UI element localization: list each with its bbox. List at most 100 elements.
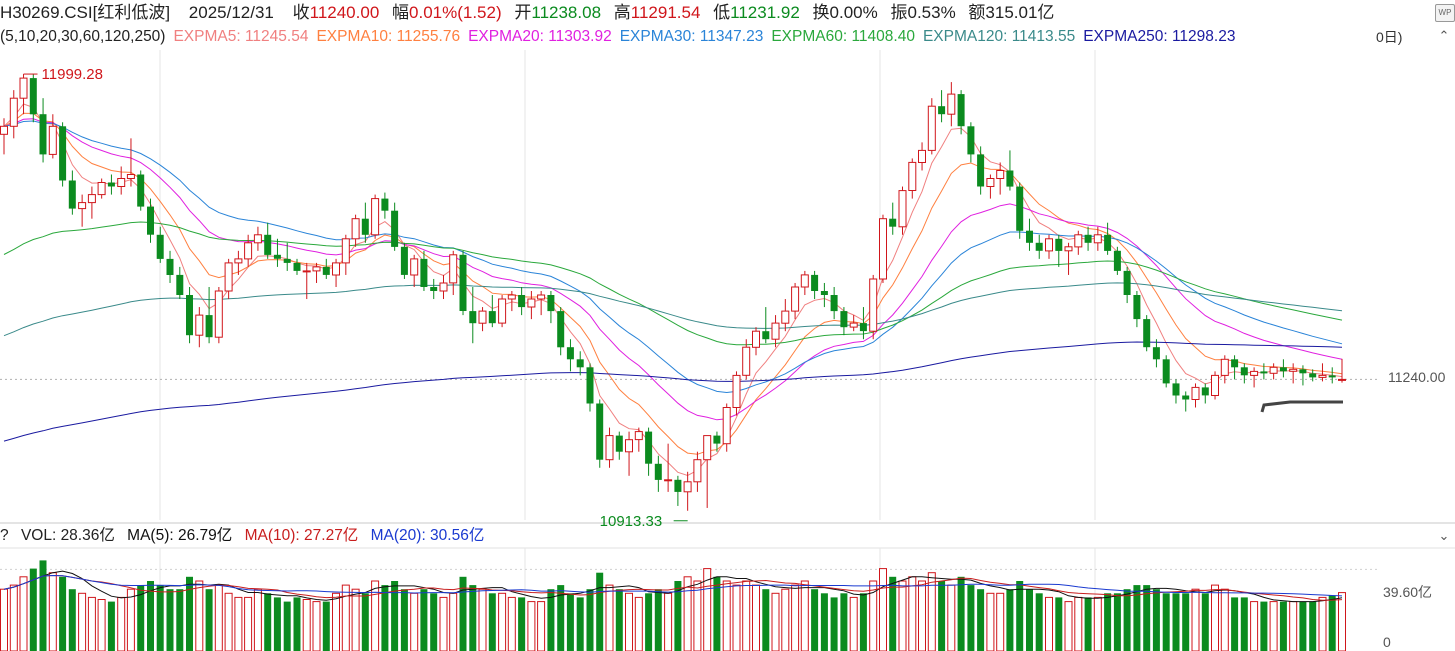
- volume-bar: [977, 589, 985, 651]
- candle-body: [1250, 370, 1259, 376]
- volume-bar: [430, 593, 438, 651]
- turnover-label: 换: [812, 3, 830, 22]
- candle-body: [879, 218, 887, 280]
- volume-bar: [420, 589, 428, 651]
- expma-legend-item: EXPMA60: 11408.40: [771, 28, 915, 45]
- volume-bar: [820, 593, 828, 651]
- volume-bar: [693, 580, 702, 651]
- volume-bar: [1064, 601, 1073, 651]
- vol-ma10: MA(10): 27.27亿: [244, 527, 359, 544]
- volume-bar: [205, 589, 213, 651]
- candle-body: [332, 262, 340, 276]
- vol-ma10-line: [3, 574, 1343, 601]
- candle-body: [938, 106, 946, 115]
- volume-bar: [488, 593, 496, 651]
- candle-body: [615, 435, 623, 452]
- candle-body: [87, 194, 96, 204]
- volume-axis-label: 39.60亿: [1383, 584, 1432, 600]
- candle-body: [1172, 383, 1180, 396]
- volume-bar: [1211, 584, 1219, 651]
- candle-body: [654, 463, 662, 480]
- volume-bar: [0, 588, 8, 651]
- candle-body: [830, 295, 838, 312]
- vol-ma20-line: [3, 574, 1343, 597]
- volume-bar: [48, 572, 57, 651]
- candle-body: [1201, 387, 1209, 396]
- volume-bar: [244, 596, 253, 651]
- candle-body: [811, 274, 819, 291]
- candle-body: [1133, 295, 1141, 320]
- volume-bar: [147, 581, 154, 651]
- candle-body: [78, 202, 87, 210]
- wp-icon[interactable]: WP: [1435, 4, 1455, 22]
- volume-bar: [19, 576, 28, 651]
- candle-body: [918, 149, 926, 163]
- volume-bar: [293, 597, 301, 651]
- low-label: 低: [713, 3, 731, 22]
- volume-bar: [811, 589, 819, 651]
- volume-bar: [557, 585, 565, 651]
- expma-legend-item: EXPMA20: 11303.92: [468, 28, 612, 45]
- candle-body: [264, 234, 272, 255]
- volume-bar: [1026, 589, 1033, 651]
- candle-body: [1035, 242, 1043, 251]
- candle-body: [68, 180, 76, 209]
- expma-legend-item: EXPMA5: 11245.54: [173, 28, 309, 45]
- volume-series: [0, 560, 1346, 651]
- volume-bar: [9, 584, 18, 651]
- candle-body: [1045, 238, 1053, 252]
- volume-bar: [459, 576, 467, 651]
- volume-bar: [195, 580, 204, 651]
- candle-body: [634, 431, 643, 441]
- candle-body: [1113, 250, 1121, 271]
- volume-bar: [234, 596, 243, 651]
- volume-bar: [576, 597, 584, 651]
- candle-body: [703, 435, 712, 461]
- candle-body: [1289, 368, 1298, 372]
- period-selector[interactable]: 0日): [1376, 29, 1403, 45]
- chevron-up-icon[interactable]: ⌃: [1438, 28, 1450, 43]
- expma-legend-item: EXPMA250: 11298.23: [1083, 28, 1236, 45]
- candle-body: [742, 346, 751, 376]
- volume-bar: [498, 592, 507, 651]
- volume-bar: [391, 581, 399, 651]
- candle-body: [381, 198, 389, 211]
- volume-bar: [1172, 593, 1180, 651]
- volume-bar: [1260, 601, 1268, 651]
- amplitude-label: 振: [890, 3, 908, 22]
- volume-bar: [840, 593, 848, 651]
- candle-body: [498, 298, 507, 324]
- volume-bar: [1035, 593, 1043, 651]
- amount-value: 315.01亿: [985, 3, 1055, 22]
- volume-bar: [898, 580, 907, 651]
- volume-bar: [908, 576, 917, 651]
- candle-body: [849, 322, 858, 328]
- change-value: 0.01%(1.52): [409, 3, 502, 22]
- open-value: 11238.08: [531, 3, 602, 22]
- volume-bar: [1201, 593, 1209, 651]
- candle-body: [1191, 386, 1200, 400]
- chevron-down-icon[interactable]: ⌄: [1438, 528, 1450, 543]
- candle-body: [391, 210, 399, 247]
- candle-body: [957, 94, 965, 127]
- candle-body: [947, 93, 956, 115]
- price-grid: [0, 50, 1455, 651]
- candle-body: [1309, 373, 1317, 378]
- volume-bar: [68, 589, 76, 651]
- candle-body: [1269, 366, 1278, 374]
- volume-bar: [507, 596, 516, 651]
- candle-body: [410, 258, 419, 276]
- candle-body: [205, 315, 213, 338]
- expma-params: (5,10,20,30,60,120,250): [0, 28, 166, 45]
- squiggle-mark: [1260, 400, 1343, 413]
- candle-body: [507, 294, 516, 300]
- volume-bar: [1240, 597, 1248, 651]
- volume-bar: [762, 589, 770, 651]
- candle-body: [156, 234, 164, 259]
- candle-body: [214, 290, 223, 338]
- volume-bar: [1220, 588, 1229, 651]
- help-icon[interactable]: ?: [0, 527, 9, 544]
- volume-bar: [547, 589, 555, 651]
- expma-legend-item: EXPMA30: 11347.23: [619, 28, 764, 45]
